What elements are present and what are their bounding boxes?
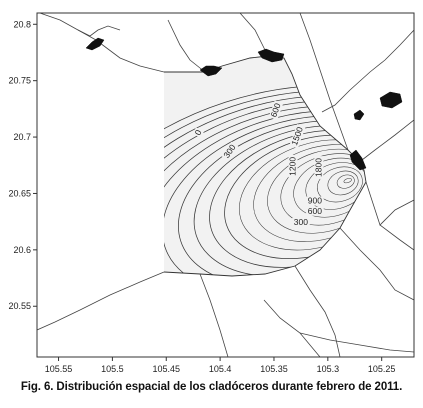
contour-label: 300 — [294, 217, 308, 227]
north-road-line — [167, 19, 206, 73]
east-small-island-patch — [353, 109, 365, 121]
east-lower-line — [365, 181, 414, 226]
contour-label: 0 — [192, 128, 203, 137]
east-island-patch — [379, 91, 403, 109]
x-tick-label: 105.55 — [45, 364, 73, 374]
x-tick-label: 105.5 — [101, 364, 124, 374]
contour-line-0 — [164, 85, 366, 276]
black-land-patches — [85, 37, 403, 171]
contour-line-600 — [164, 105, 366, 276]
northwest-island-patch — [85, 37, 105, 51]
y-tick-label: 20.65 — [8, 188, 31, 198]
north-town-patch — [257, 48, 285, 63]
east-border-line — [379, 224, 414, 251]
contour-label: 600 — [308, 206, 322, 216]
contour-line-2850 — [336, 174, 355, 189]
southeast-river-line — [339, 227, 414, 301]
contour-label-halo — [192, 127, 205, 138]
northeast-road-line — [299, 13, 349, 151]
x-axis: 105.55 105.5 105.45 105.4 105.35 105.3 105.25 — [45, 357, 396, 374]
contour-line-900 — [164, 115, 366, 276]
contour-line-2250 — [293, 157, 366, 218]
contour-line-450 — [164, 100, 366, 276]
y-tick-label: 20.55 — [8, 301, 31, 311]
contour-label: 1800 — [313, 158, 323, 177]
x-tick-label: 105.35 — [260, 364, 288, 374]
contour-label-halo — [289, 123, 306, 149]
x-tick-label: 105.3 — [317, 364, 340, 374]
contour-line-1950 — [267, 148, 366, 234]
contour-label: 600 — [268, 101, 282, 118]
plot-frame — [36, 12, 415, 358]
x-tick-label: 105.25 — [368, 364, 396, 374]
contour-line-3000 — [343, 178, 352, 184]
contour-label: 1200 — [288, 157, 298, 176]
figure-caption: Fig. 6. Distribución espacial de los cla… — [20, 381, 403, 393]
y-tick-label: 20.8 — [13, 19, 31, 29]
contour-label-halo — [221, 141, 239, 162]
south-road-line — [199, 273, 229, 357]
east-boundary-line — [321, 29, 414, 113]
southwest-coast-line — [37, 271, 165, 331]
south-river-line — [294, 265, 341, 357]
contour-label-halo — [306, 206, 324, 216]
contour-label-halo — [268, 100, 284, 121]
x-tick-label: 105.4 — [209, 364, 232, 374]
contour-label-halo — [314, 156, 324, 179]
southeast-town-patch — [349, 149, 367, 171]
south-secondary-line — [263, 299, 321, 357]
contour-label: 900 — [308, 196, 322, 206]
land-lines — [37, 13, 414, 357]
contour-line-2400 — [305, 162, 366, 210]
southeast-boundary-line — [299, 332, 414, 353]
contour-label-halo — [292, 218, 310, 228]
northwest-inlet-line — [77, 25, 121, 37]
contour-line-2700 — [327, 170, 359, 196]
contour-label-halo — [288, 154, 298, 178]
northwest-inlet-patch — [199, 65, 223, 77]
y-tick-label: 20.6 — [13, 245, 31, 255]
y-axis: 20.55 20.6 20.65 20.7 20.75 20.8 — [8, 19, 37, 311]
east-road-line — [361, 119, 414, 161]
x-tick-label: 105.45 — [152, 364, 180, 374]
north-boundary-line — [239, 13, 269, 57]
contour-line-300 — [164, 95, 366, 276]
contour-label-halo — [306, 196, 324, 206]
contour-line-150 — [164, 90, 366, 276]
contour-line-750 — [164, 110, 366, 276]
y-tick-label: 20.75 — [8, 76, 31, 86]
bay-water-area — [164, 56, 366, 276]
contour-line-2550 — [316, 166, 363, 203]
contour-lines — [164, 85, 366, 276]
y-tick-label: 20.7 — [13, 132, 31, 142]
